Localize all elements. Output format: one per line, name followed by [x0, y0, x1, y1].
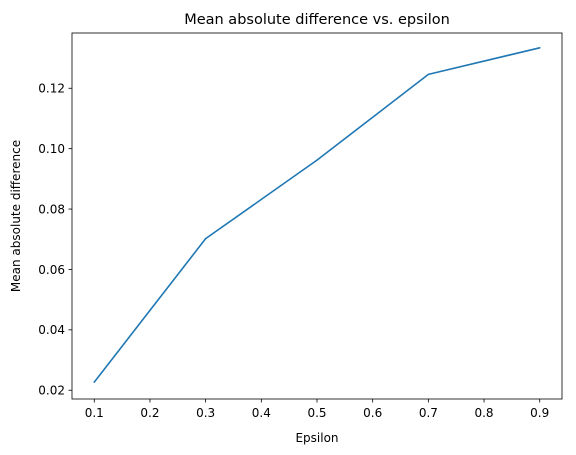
y-tick-label: 0.02 — [38, 384, 65, 398]
y-tick-label: 0.10 — [38, 142, 65, 156]
chart-title: Mean absolute difference vs. epsilon — [184, 12, 450, 28]
y-tick-label: 0.12 — [38, 82, 65, 96]
data-point — [204, 237, 207, 240]
x-tick-label: 0.9 — [530, 406, 549, 420]
y-tick-label: 0.04 — [38, 323, 65, 337]
x-axis-label: Epsilon — [295, 431, 338, 445]
data-point — [427, 73, 430, 76]
x-tick-label: 0.6 — [363, 406, 382, 420]
data-point — [316, 159, 318, 161]
y-axis-label: Mean absolute difference — [9, 140, 23, 292]
x-tick-label: 0.4 — [252, 406, 271, 420]
data-point — [538, 46, 541, 49]
x-tick-label: 0.5 — [307, 406, 326, 420]
x-tick-label: 0.1 — [85, 406, 104, 420]
x-tick-label: 0.7 — [419, 406, 438, 420]
data-point — [93, 381, 96, 383]
y-tick-label: 0.08 — [38, 202, 65, 216]
y-tick-label: 0.06 — [38, 263, 65, 277]
x-tick-label: 0.8 — [474, 406, 493, 420]
x-tick-label: 0.2 — [140, 406, 159, 420]
x-tick-label: 0.3 — [196, 406, 215, 420]
